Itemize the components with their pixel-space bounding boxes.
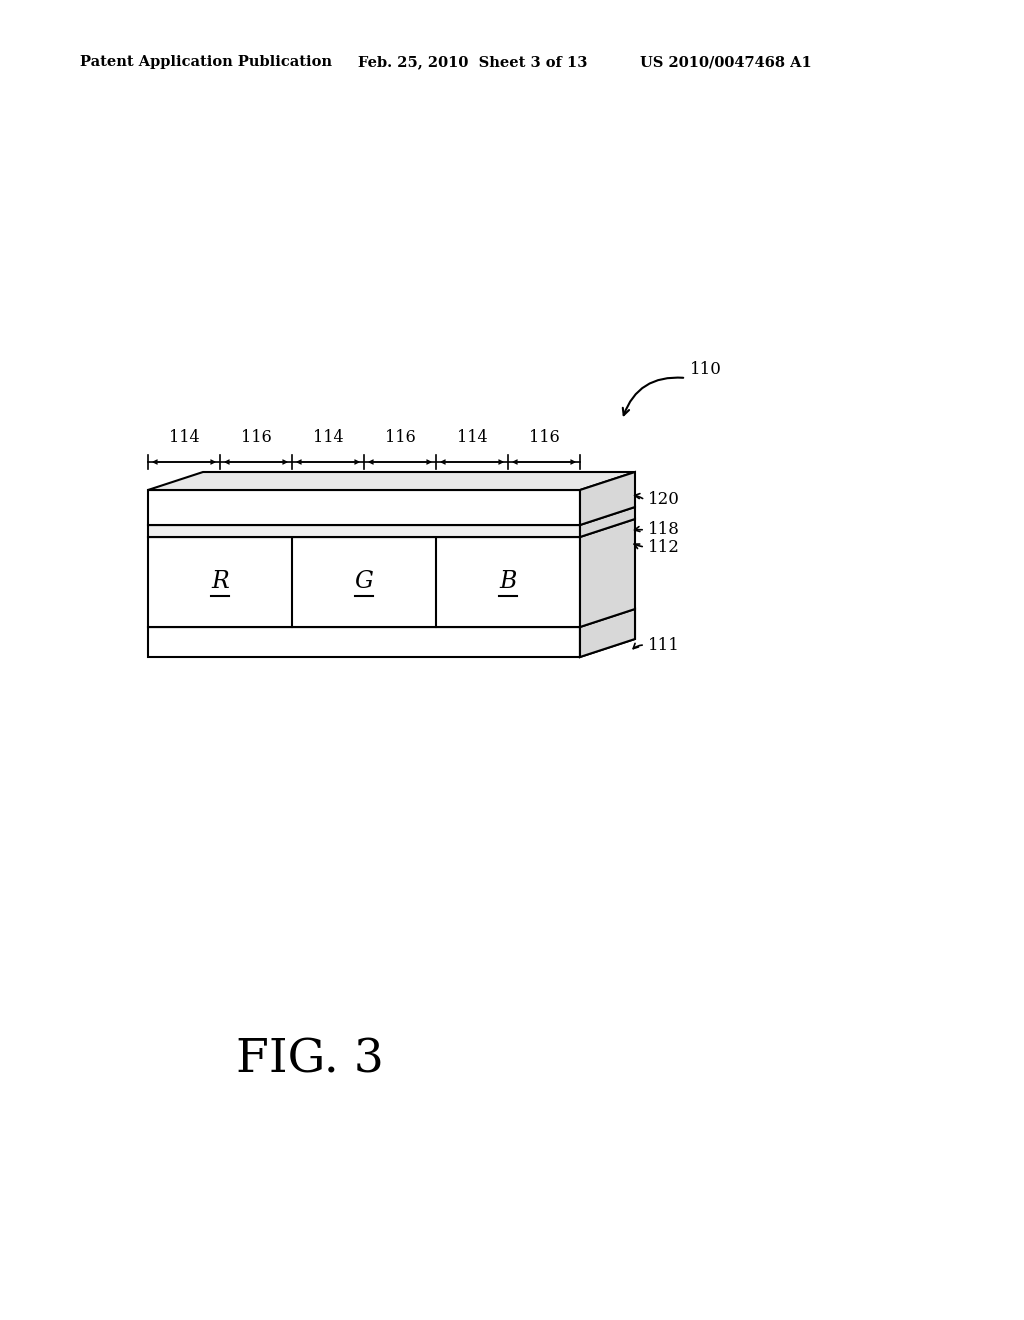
Text: FIG. 3: FIG. 3 bbox=[237, 1038, 384, 1082]
Polygon shape bbox=[148, 525, 580, 537]
Text: 111: 111 bbox=[648, 636, 680, 653]
Polygon shape bbox=[148, 537, 580, 627]
Polygon shape bbox=[580, 609, 635, 657]
Text: 116: 116 bbox=[241, 429, 271, 446]
FancyArrowPatch shape bbox=[633, 643, 642, 648]
Text: B: B bbox=[500, 570, 517, 594]
FancyArrowPatch shape bbox=[635, 494, 643, 499]
Polygon shape bbox=[580, 609, 635, 657]
Text: 114: 114 bbox=[312, 429, 343, 446]
Polygon shape bbox=[148, 519, 635, 537]
FancyArrowPatch shape bbox=[623, 378, 683, 416]
Text: Patent Application Publication: Patent Application Publication bbox=[80, 55, 332, 69]
Text: 114: 114 bbox=[457, 429, 487, 446]
Text: R: R bbox=[211, 570, 229, 594]
Polygon shape bbox=[580, 507, 635, 537]
Text: US 2010/0047468 A1: US 2010/0047468 A1 bbox=[640, 55, 812, 69]
Text: 118: 118 bbox=[648, 521, 680, 539]
Polygon shape bbox=[148, 490, 580, 525]
Text: G: G bbox=[354, 570, 374, 594]
Polygon shape bbox=[148, 473, 635, 490]
Text: 110: 110 bbox=[690, 362, 722, 379]
FancyArrowPatch shape bbox=[634, 544, 642, 549]
Polygon shape bbox=[148, 507, 635, 525]
Text: 116: 116 bbox=[385, 429, 416, 446]
FancyArrowPatch shape bbox=[635, 527, 642, 532]
Text: 120: 120 bbox=[648, 491, 680, 508]
Text: 114: 114 bbox=[169, 429, 200, 446]
Text: Feb. 25, 2010  Sheet 3 of 13: Feb. 25, 2010 Sheet 3 of 13 bbox=[358, 55, 588, 69]
Polygon shape bbox=[580, 473, 635, 525]
Text: 112: 112 bbox=[648, 539, 680, 556]
Polygon shape bbox=[148, 627, 580, 657]
Polygon shape bbox=[580, 519, 635, 627]
Text: 116: 116 bbox=[528, 429, 559, 446]
Polygon shape bbox=[148, 609, 635, 627]
